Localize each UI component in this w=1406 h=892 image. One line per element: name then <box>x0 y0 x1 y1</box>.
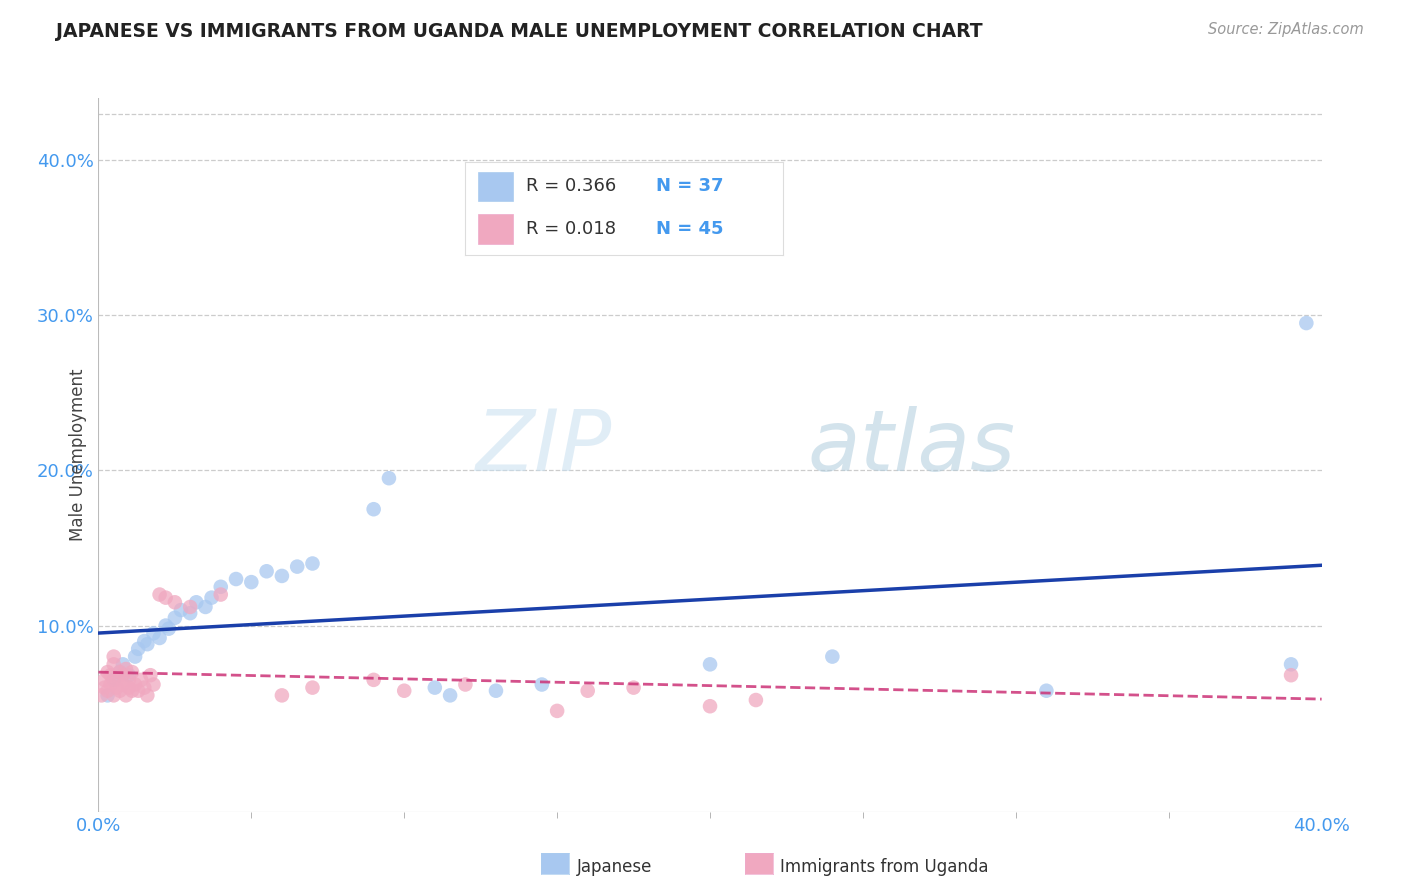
Point <box>256 564 278 578</box>
Point <box>111 657 134 672</box>
Point <box>1279 657 1302 672</box>
Point <box>163 611 186 625</box>
Point <box>118 668 141 682</box>
Point <box>209 588 232 602</box>
Point <box>134 681 156 695</box>
Point <box>97 689 120 703</box>
Point <box>485 683 508 698</box>
Point <box>301 681 323 695</box>
Point <box>1295 316 1317 330</box>
Point <box>139 668 162 682</box>
Point <box>745 693 768 707</box>
Point <box>623 681 645 695</box>
Point <box>118 681 141 695</box>
Point <box>97 665 120 679</box>
Point <box>821 649 844 664</box>
Point <box>108 665 131 679</box>
Point <box>108 665 131 679</box>
Point <box>301 557 323 571</box>
Point <box>108 683 131 698</box>
Point <box>149 631 172 645</box>
Point <box>129 673 152 687</box>
Point <box>179 599 201 614</box>
Point <box>576 683 599 698</box>
Point <box>93 673 115 687</box>
Point <box>363 502 385 516</box>
Point <box>699 657 721 672</box>
Text: N = 37: N = 37 <box>657 178 724 195</box>
Point <box>100 668 122 682</box>
Point <box>118 673 141 687</box>
Point <box>100 677 122 691</box>
Text: R = 0.366: R = 0.366 <box>526 178 616 195</box>
Point <box>142 626 165 640</box>
Point <box>530 677 553 691</box>
Point <box>423 681 446 695</box>
Point <box>170 603 193 617</box>
Point <box>127 641 149 656</box>
Text: ZIP: ZIP <box>475 406 612 490</box>
Point <box>136 689 159 703</box>
Y-axis label: Male Unemployment: Male Unemployment <box>69 368 87 541</box>
Point <box>225 572 247 586</box>
Point <box>103 657 125 672</box>
Point <box>194 599 217 614</box>
Point <box>1279 668 1302 682</box>
Point <box>103 649 125 664</box>
Point <box>270 689 292 703</box>
Text: Immigrants from Uganda: Immigrants from Uganda <box>780 858 988 876</box>
Point <box>186 595 208 609</box>
Point <box>142 677 165 691</box>
Point <box>439 689 461 703</box>
FancyBboxPatch shape <box>478 214 513 244</box>
Point <box>163 595 186 609</box>
Point <box>111 677 134 691</box>
Point <box>179 606 201 620</box>
Point <box>115 662 138 676</box>
Point <box>121 683 143 698</box>
Point <box>155 591 177 605</box>
Point <box>103 689 125 703</box>
Point <box>155 618 177 632</box>
Point <box>90 689 112 703</box>
Text: R = 0.018: R = 0.018 <box>526 220 616 238</box>
Point <box>1035 683 1057 698</box>
Point <box>134 634 156 648</box>
Text: Japanese: Japanese <box>576 858 652 876</box>
Point <box>454 677 477 691</box>
Point <box>103 673 125 687</box>
Point <box>149 588 172 602</box>
Point <box>97 683 120 698</box>
Text: JAPANESE VS IMMIGRANTS FROM UGANDA MALE UNEMPLOYMENT CORRELATION CHART: JAPANESE VS IMMIGRANTS FROM UGANDA MALE … <box>56 22 983 41</box>
Point <box>363 673 385 687</box>
Point <box>111 668 134 682</box>
Point <box>105 673 128 687</box>
Point <box>270 569 292 583</box>
Point <box>209 580 232 594</box>
Point <box>699 699 721 714</box>
Point <box>240 575 263 590</box>
Point <box>127 683 149 698</box>
Point <box>200 591 222 605</box>
Point <box>105 681 128 695</box>
Point <box>392 683 416 698</box>
Point <box>121 665 143 679</box>
FancyBboxPatch shape <box>478 171 513 202</box>
Text: N = 45: N = 45 <box>657 220 724 238</box>
Text: atlas: atlas <box>808 406 1017 490</box>
Point <box>124 677 146 691</box>
Point <box>93 681 115 695</box>
Point <box>285 559 308 574</box>
Point <box>546 704 568 718</box>
Point <box>115 689 138 703</box>
Text: Source: ZipAtlas.com: Source: ZipAtlas.com <box>1208 22 1364 37</box>
Point <box>124 649 146 664</box>
Point <box>157 622 180 636</box>
Point <box>136 637 159 651</box>
Point <box>378 471 401 485</box>
